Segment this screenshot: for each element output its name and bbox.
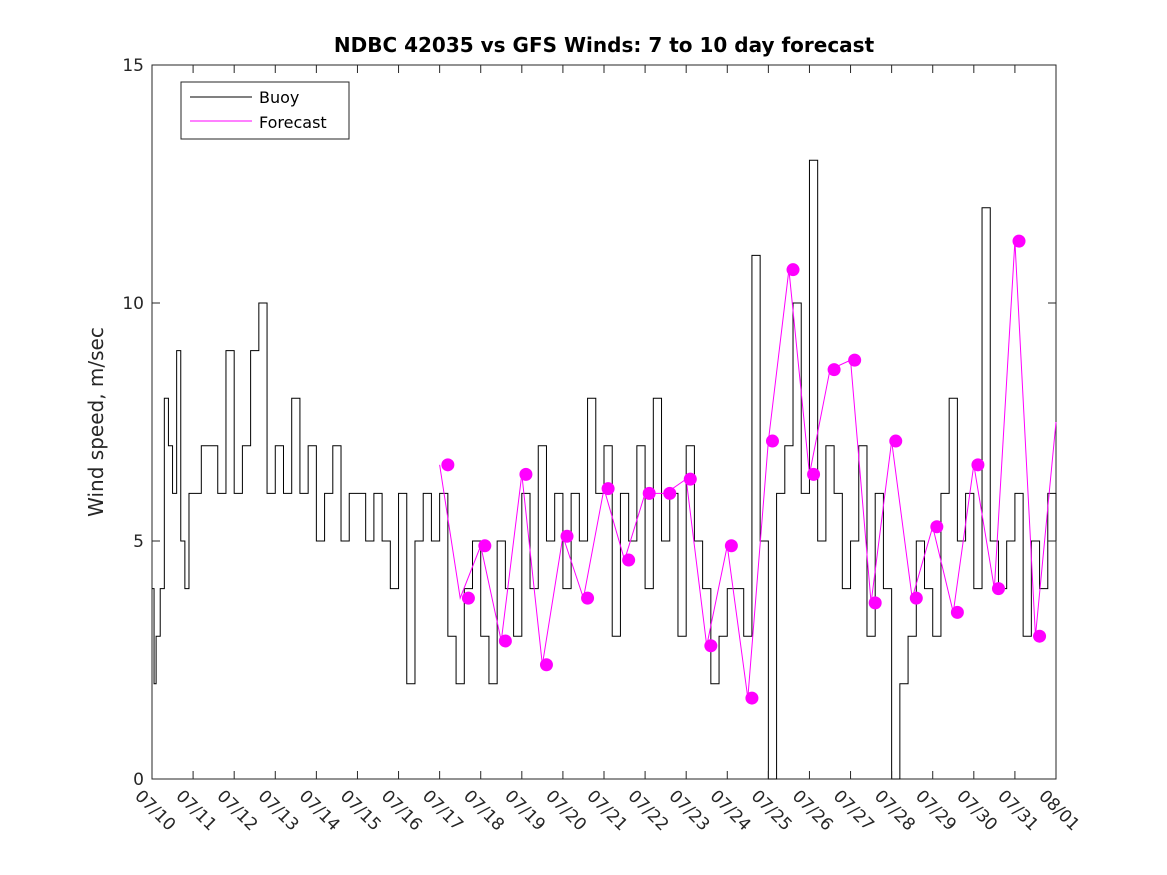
x-tick-label: 07/10: [130, 786, 179, 835]
x-tick-label: 07/20: [541, 786, 590, 835]
x-tick-label: 07/24: [706, 786, 755, 835]
forecast-point: [498, 634, 512, 648]
forecast-point: [827, 363, 841, 377]
x-tick-label: 07/17: [418, 786, 467, 835]
forecast-point: [461, 591, 475, 605]
x-tick-label: 07/25: [747, 786, 796, 835]
x-tick-label: 07/16: [377, 786, 426, 835]
forecast-markers: [441, 234, 1047, 705]
legend-label-forecast: Forecast: [259, 113, 327, 132]
forecast-point: [519, 467, 533, 481]
forecast-point: [1033, 629, 1047, 643]
y-tick-label: 0: [133, 770, 144, 790]
forecast-point: [539, 658, 553, 672]
y-axis-label: Wind speed, m/sec: [84, 327, 108, 517]
x-tick-label: 07/15: [336, 786, 385, 835]
forecast-point: [848, 353, 862, 367]
x-tick-label: 08/01: [1034, 786, 1083, 835]
buoy-series: [152, 159, 1057, 780]
forecast-point: [868, 596, 882, 610]
chart-title: NDBC 42035 vs GFS Winds: 7 to 10 day for…: [334, 33, 875, 57]
forecast-point: [441, 458, 455, 472]
x-tick-label: 07/21: [582, 786, 631, 835]
forecast-point: [560, 529, 574, 543]
buoy-line: [152, 159, 1057, 780]
x-tick-label: 07/30: [952, 786, 1001, 835]
plot-area: [151, 64, 1057, 780]
forecast-point: [478, 539, 492, 553]
forecast-point: [950, 605, 964, 619]
x-tick-label: 07/31: [993, 786, 1042, 835]
forecast-point: [704, 639, 718, 653]
x-tick-label: 07/18: [459, 786, 508, 835]
forecast-point: [765, 434, 779, 448]
forecast-point: [786, 263, 800, 277]
legend-box: [180, 81, 350, 140]
legend-label-buoy: Buoy: [259, 88, 299, 107]
forecast-point: [683, 472, 697, 486]
x-tick-label: 07/27: [829, 786, 878, 835]
x-tick-label: 07/14: [295, 786, 344, 835]
forecast-point: [745, 691, 759, 705]
x-tick-label: 07/23: [665, 786, 714, 835]
x-tick-label: 07/28: [870, 786, 919, 835]
x-tick-label: 07/29: [911, 786, 960, 835]
x-tick-label: 07/19: [500, 786, 549, 835]
y-tick-label: 15: [122, 56, 144, 76]
x-tick-label: 07/11: [172, 786, 221, 835]
y-tick-label: 10: [122, 294, 144, 314]
forecast-point: [601, 482, 615, 496]
forecast-point: [971, 458, 985, 472]
x-tick-label: 07/26: [788, 786, 837, 835]
forecast-point: [909, 591, 923, 605]
forecast-point: [991, 582, 1005, 596]
forecast-point: [581, 591, 595, 605]
forecast-point: [724, 539, 738, 553]
y-tick-label: 5: [133, 532, 144, 552]
forecast-point: [807, 467, 821, 481]
forecast-point: [930, 520, 944, 534]
forecast-point: [622, 553, 636, 567]
x-tick-label: 07/13: [254, 786, 303, 835]
forecast-point: [642, 486, 656, 500]
x-tick-label: 07/12: [213, 786, 262, 835]
forecast-point: [1012, 234, 1026, 248]
forecast-point: [889, 434, 903, 448]
forecast-point: [663, 486, 677, 500]
x-tick-label: 07/22: [624, 786, 673, 835]
legend: Buoy Forecast: [180, 81, 350, 140]
